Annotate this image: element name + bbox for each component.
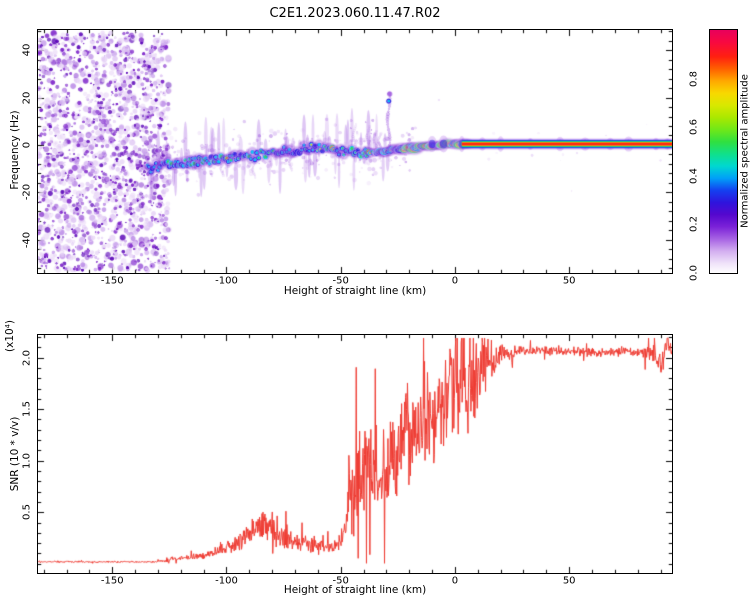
y-tick-label: 1.5 <box>21 401 33 418</box>
x-tick-label: 50 <box>562 275 576 287</box>
colorbar-tick-label: 0.0 <box>688 265 700 281</box>
colorbar-tick-label: 0.4 <box>688 167 700 184</box>
x-tick-label: -150 <box>100 275 124 287</box>
spectrogram-canvas <box>37 29 673 274</box>
x-tick-label: -50 <box>332 575 349 587</box>
x-tick-label: 50 <box>562 575 576 587</box>
colorbar-title: Normalized spectral amplitude <box>739 74 750 228</box>
snr-scale-label: (x10⁴) <box>4 320 16 352</box>
height-axis-label-top: Height of straight line (km) <box>283 285 427 297</box>
x-tick-label: -50 <box>332 275 349 287</box>
height-axis-label-bottom: Height of straight line (km) <box>283 584 427 596</box>
x-tick-label: -100 <box>215 275 238 287</box>
colorbar-tick-label: 0.6 <box>688 119 700 136</box>
x-tick-label: 0 <box>451 275 459 287</box>
y-tick-label: 0 <box>21 141 33 149</box>
x-tick-label: -100 <box>215 575 238 587</box>
snr-canvas <box>37 334 673 574</box>
figure-title: C2E1.2023.060.11.47.R02 <box>269 6 441 21</box>
y-tick-label: 1.0 <box>21 452 33 469</box>
y-tick-label: 2.0 <box>21 349 33 366</box>
colorbar-tick-label: 0.8 <box>688 70 700 87</box>
x-tick-label: 0 <box>451 575 459 587</box>
y-tick-label: -40 <box>21 231 33 248</box>
y-tick-label: 20 <box>21 91 33 104</box>
colorbar-gradient <box>709 29 738 274</box>
snr-axis-label: SNR (10 * v/v) <box>9 416 21 492</box>
colorbar-tick-label: 0.2 <box>688 216 700 233</box>
y-tick-label: 0.5 <box>21 504 33 521</box>
y-tick-label: 40 <box>21 43 33 57</box>
frequency-axis-label: Frequency (Hz) <box>9 110 21 190</box>
x-tick-label: -150 <box>100 575 124 587</box>
y-tick-label: -20 <box>21 184 33 201</box>
